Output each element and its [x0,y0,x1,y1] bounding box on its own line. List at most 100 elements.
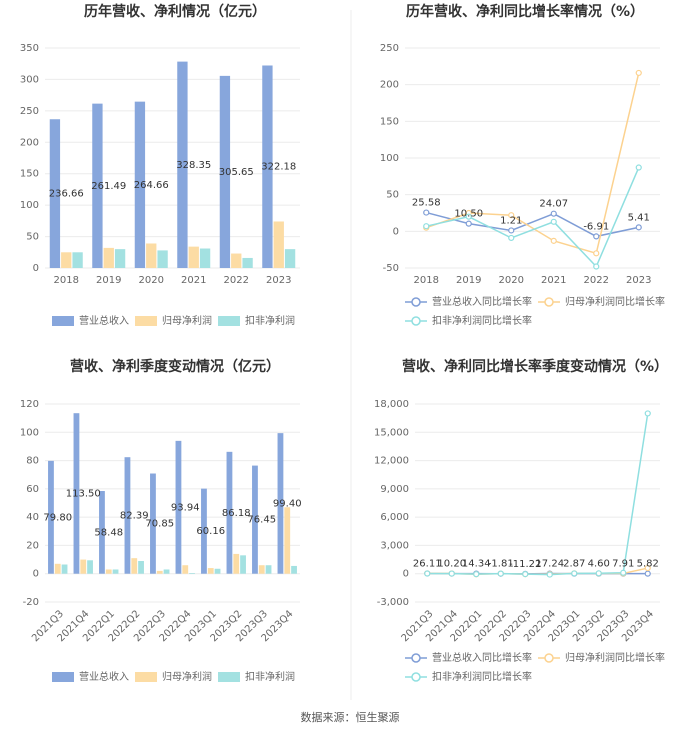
point [635,224,642,231]
bar [48,460,54,574]
legend-label: 归母净利润 [162,670,212,683]
y-tick-label: 0 [393,226,399,237]
legend-label: 营业总收入同比增长率 [432,295,532,308]
data-label: 26.11 [413,558,442,569]
x-tick-label: 2018 [54,275,79,286]
y-tick-label: 0 [403,569,409,580]
point [593,263,600,270]
legend-label: 营业总收入 [79,314,129,327]
legend-label: 归母净利润同比增长率 [565,295,665,308]
x-tick-label: 2021 [181,275,206,286]
data-label: 79.80 [43,512,72,523]
point [644,410,651,417]
data-label: -1.81 [488,559,514,570]
y-tick-label: 3,000 [380,540,409,551]
bar [105,569,112,574]
point [595,570,602,577]
data-label: 328.35 [176,160,211,171]
data-label: -6.91 [583,221,609,232]
y-tick-label: 100 [380,153,399,164]
bar [61,252,72,268]
line [427,413,649,576]
chart: 营收、净利季度变动情况（亿元）-200204060801001202021Q32… [20,358,302,683]
point [497,570,504,577]
bar [134,101,146,268]
line [426,72,640,255]
bar [277,433,284,574]
point [620,569,627,576]
chart: 历年营收、净利情况（亿元） 0 50 100 150 200 250 300 350 2018 20… [20,3,300,327]
bar [177,61,188,269]
y-tick-label: -3,000 [377,597,409,608]
legend-swatch [411,653,421,663]
legend-swatch [411,316,421,326]
bar [284,249,296,268]
x-tick-label: 2019 [456,275,481,286]
bar [157,250,168,268]
legend-label: 营业总收入 [79,670,129,683]
legend-swatch [544,653,554,663]
bar [262,65,273,269]
legend-label: 营业总收入同比增长率 [432,651,532,664]
x-tick-label: 2022 [224,275,249,286]
point [465,213,472,220]
bar [188,246,199,268]
chart: 历年营收、净利同比增长率情况（%） -50 0 50 100 150 200 250 2018 2… [380,3,665,327]
chart-title: 营收、净利同比增长率季度变动情况（%） [402,358,668,375]
bar [199,248,211,268]
y-tick-label: 18,000 [374,399,409,410]
data-label: 5.82 [637,559,659,570]
legend-swatch [135,316,157,326]
data-label: 60.16 [196,526,225,537]
y-tick-label: 120 [20,399,39,410]
bar [252,465,258,574]
chart: 营收、净利同比增长率季度变动情况（%） -3,000 0 3,000 6,000 9,00… [374,358,668,683]
bar [54,563,61,574]
bar [87,560,93,574]
y-tick-label: 200 [380,80,399,91]
legend-swatch [411,297,421,307]
bar [201,488,207,574]
data-label: 2.87 [563,559,585,570]
data-label: 4.60 [588,559,610,570]
point [635,69,642,77]
bar [163,569,170,574]
data-label: 99.40 [273,498,302,509]
chart-title: 营收、净利季度变动情况（亿元） [70,358,280,375]
x-tick-label: 2019 [96,275,121,286]
data-label: 82.39 [120,510,149,521]
legend-swatch [52,672,74,682]
x-tick-label: 2020 [499,275,524,286]
x-tick-label: 2023 [266,275,291,286]
point [550,218,557,225]
data-label: 1.21 [500,215,522,226]
y-tick-label: 50 [26,232,39,243]
bar [226,451,233,574]
y-tick-label: 6,000 [380,512,409,523]
bar [61,564,68,574]
point [550,210,557,217]
data-label: 264.66 [134,180,169,191]
y-tick-label: 9,000 [380,484,409,495]
bar [189,573,195,574]
data-label: 305.65 [219,167,254,178]
bar [156,570,163,574]
legend-label: 扣非净利润同比增长率 [432,670,532,683]
bar [131,558,138,574]
data-label: 236.66 [49,189,84,200]
y-tick-label: 150 [20,169,39,180]
y-tick-label: 80 [26,456,39,467]
data-label: 261.49 [91,181,126,192]
x-tick-label: 2021 [541,275,566,286]
bar [219,75,231,269]
bar [265,565,272,574]
y-tick-label: 0 [33,569,39,580]
point [635,164,642,171]
point [593,250,600,257]
data-label: 93.94 [171,502,200,513]
point [465,220,472,227]
bar [146,243,157,268]
legend-label: 扣非净利润 [245,314,295,327]
bar [240,555,246,574]
bar [103,247,114,268]
